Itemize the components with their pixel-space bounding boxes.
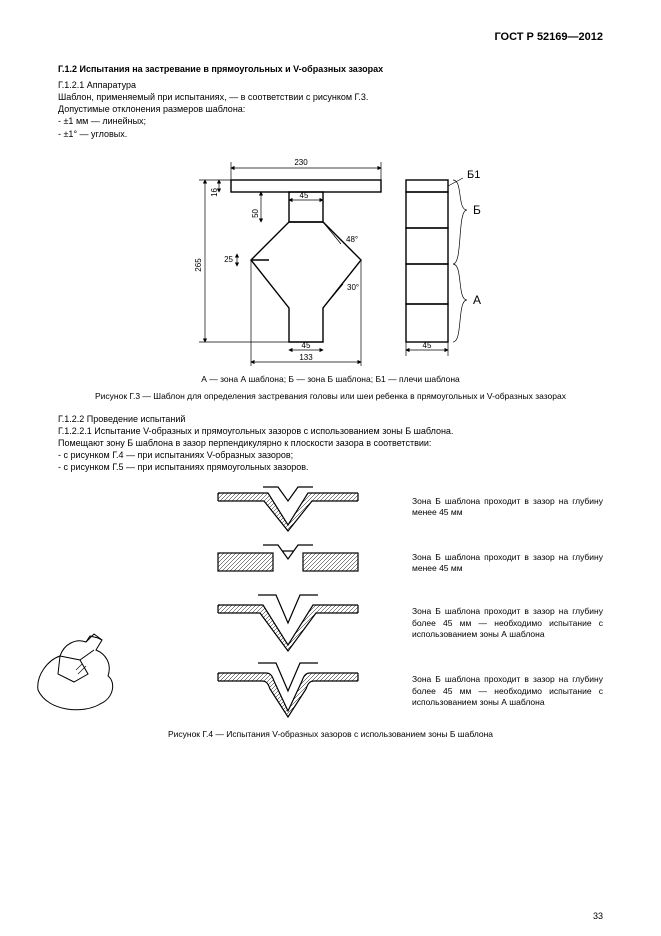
svg-text:48°: 48° [346, 235, 358, 244]
sec-g121-title: Г.1.2.1 Аппаратура [58, 79, 603, 91]
apparatus-bullet1: - ±1 мм — линейных; [58, 115, 603, 127]
sec-g1221-title: Г.1.2.2.1 Испытание V-образных и прямоуг… [58, 425, 603, 437]
case-1-text: Зона Б шаблона проходит в зазор на глуби… [388, 496, 603, 519]
svg-text:16: 16 [210, 187, 219, 196]
sec-g12-title: Г.1.2 Испытания на застревание в прямоуг… [58, 63, 603, 75]
svg-text:133: 133 [299, 353, 313, 362]
case-row-4: Зона Б шаблона проходит в зазор на глуби… [188, 661, 603, 721]
svg-text:25: 25 [224, 255, 233, 264]
svg-text:Б1: Б1 [467, 169, 480, 181]
figure-g3-drawing: 230 16 50 45 265 25 48° 30° 45 133 45 Б1… [58, 150, 603, 370]
svg-text:230: 230 [294, 158, 308, 167]
svg-text:45: 45 [301, 341, 310, 350]
case-row-1: Зона Б шаблона проходит в зазор на глуби… [188, 481, 603, 533]
svg-text:45: 45 [299, 191, 308, 200]
proc-bullet1: - с рисунком Г.4 — при испытаниях V-обра… [58, 449, 603, 461]
proc-bullet2: - с рисунком Г.5 — при испытаниях прямоу… [58, 461, 603, 473]
case-row-3: Зона Б шаблона проходит в зазор на глуби… [188, 593, 603, 653]
svg-text:45: 45 [422, 341, 431, 350]
case-3-text: Зона Б шаблона проходит в зазор на глуби… [388, 606, 603, 640]
sec-g122-title: Г.1.2.2 Проведение испытаний [58, 413, 603, 425]
apparatus-bullet2: - ±1° — угловых. [58, 128, 603, 140]
case-2-text: Зона Б шаблона проходит в зазор на глуби… [388, 552, 603, 575]
apparatus-line1: Шаблон, применяемый при испытаниях, — в … [58, 91, 603, 103]
svg-text:265: 265 [194, 257, 203, 271]
proc-line1: Помещают зону Б шаблона в зазор перпенди… [58, 437, 603, 449]
svg-text:Б: Б [473, 203, 481, 217]
apparatus-line2: Допустимые отклонения размеров шаблона: [58, 103, 603, 115]
svg-text:30°: 30° [347, 283, 359, 292]
svg-text:50: 50 [251, 208, 260, 217]
hand-illustration [30, 620, 140, 723]
fig-g3-legend: А — зона А шаблона; Б — зона Б шаблона; … [58, 374, 603, 385]
case-row-2: Зона Б шаблона проходит в зазор на глуби… [188, 541, 603, 585]
case-4-text: Зона Б шаблона проходит в зазор на глуби… [388, 674, 603, 708]
fig-g3-caption: Рисунок Г.3 — Шаблон для определения зас… [58, 391, 603, 402]
page-number: 33 [593, 910, 603, 922]
fig-g4-caption: Рисунок Г.4 — Испытания V-образных зазор… [58, 729, 603, 740]
doc-id: ГОСТ Р 52169—2012 [58, 30, 603, 45]
svg-text:А: А [473, 293, 481, 307]
